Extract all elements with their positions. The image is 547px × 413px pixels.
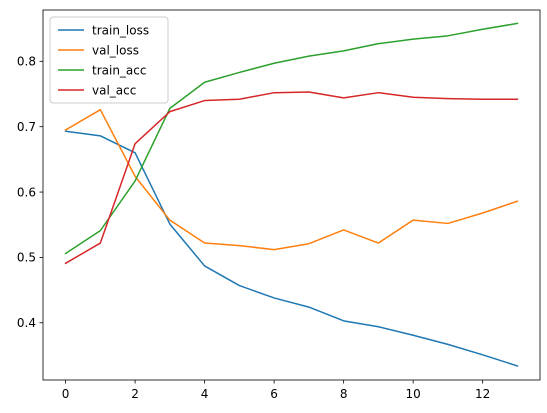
y-axis: 0.4 0.5 0.6 0.7 0.8: [17, 55, 43, 330]
y-tick-label: 0.4: [17, 316, 36, 330]
series-layer: [64, 22, 519, 367]
legend-label-val-loss: val_loss: [92, 43, 139, 57]
y-tick-label: 0.7: [17, 120, 36, 134]
x-tick-label: 12: [475, 387, 490, 401]
legend-label-val-acc: val_acc: [92, 83, 136, 97]
x-axis: 0 2 4 6 8 10 12: [62, 380, 490, 401]
x-tick-label: 2: [131, 387, 139, 401]
x-tick-label: 4: [201, 387, 209, 401]
x-tick-label: 8: [340, 387, 348, 401]
series-line-train-loss: [64, 130, 519, 367]
plot-frame: [42, 9, 541, 381]
legend-label-train-loss: train_loss: [92, 23, 149, 37]
x-tick-label: 6: [270, 387, 278, 401]
y-tick-label: 0.8: [17, 55, 36, 69]
legend: train_loss val_loss train_acc val_acc: [49, 16, 169, 104]
x-tick-label: 10: [406, 387, 421, 401]
y-tick-label: 0.6: [17, 185, 36, 199]
x-tick-label: 0: [62, 387, 70, 401]
legend-label-train-acc: train_acc: [92, 63, 146, 77]
series-line-val-acc: [64, 91, 519, 265]
series-line-train-acc: [64, 22, 519, 255]
y-tick-label: 0.5: [17, 251, 36, 265]
legend-box: [49, 16, 169, 104]
series-line-val-loss: [64, 108, 519, 251]
